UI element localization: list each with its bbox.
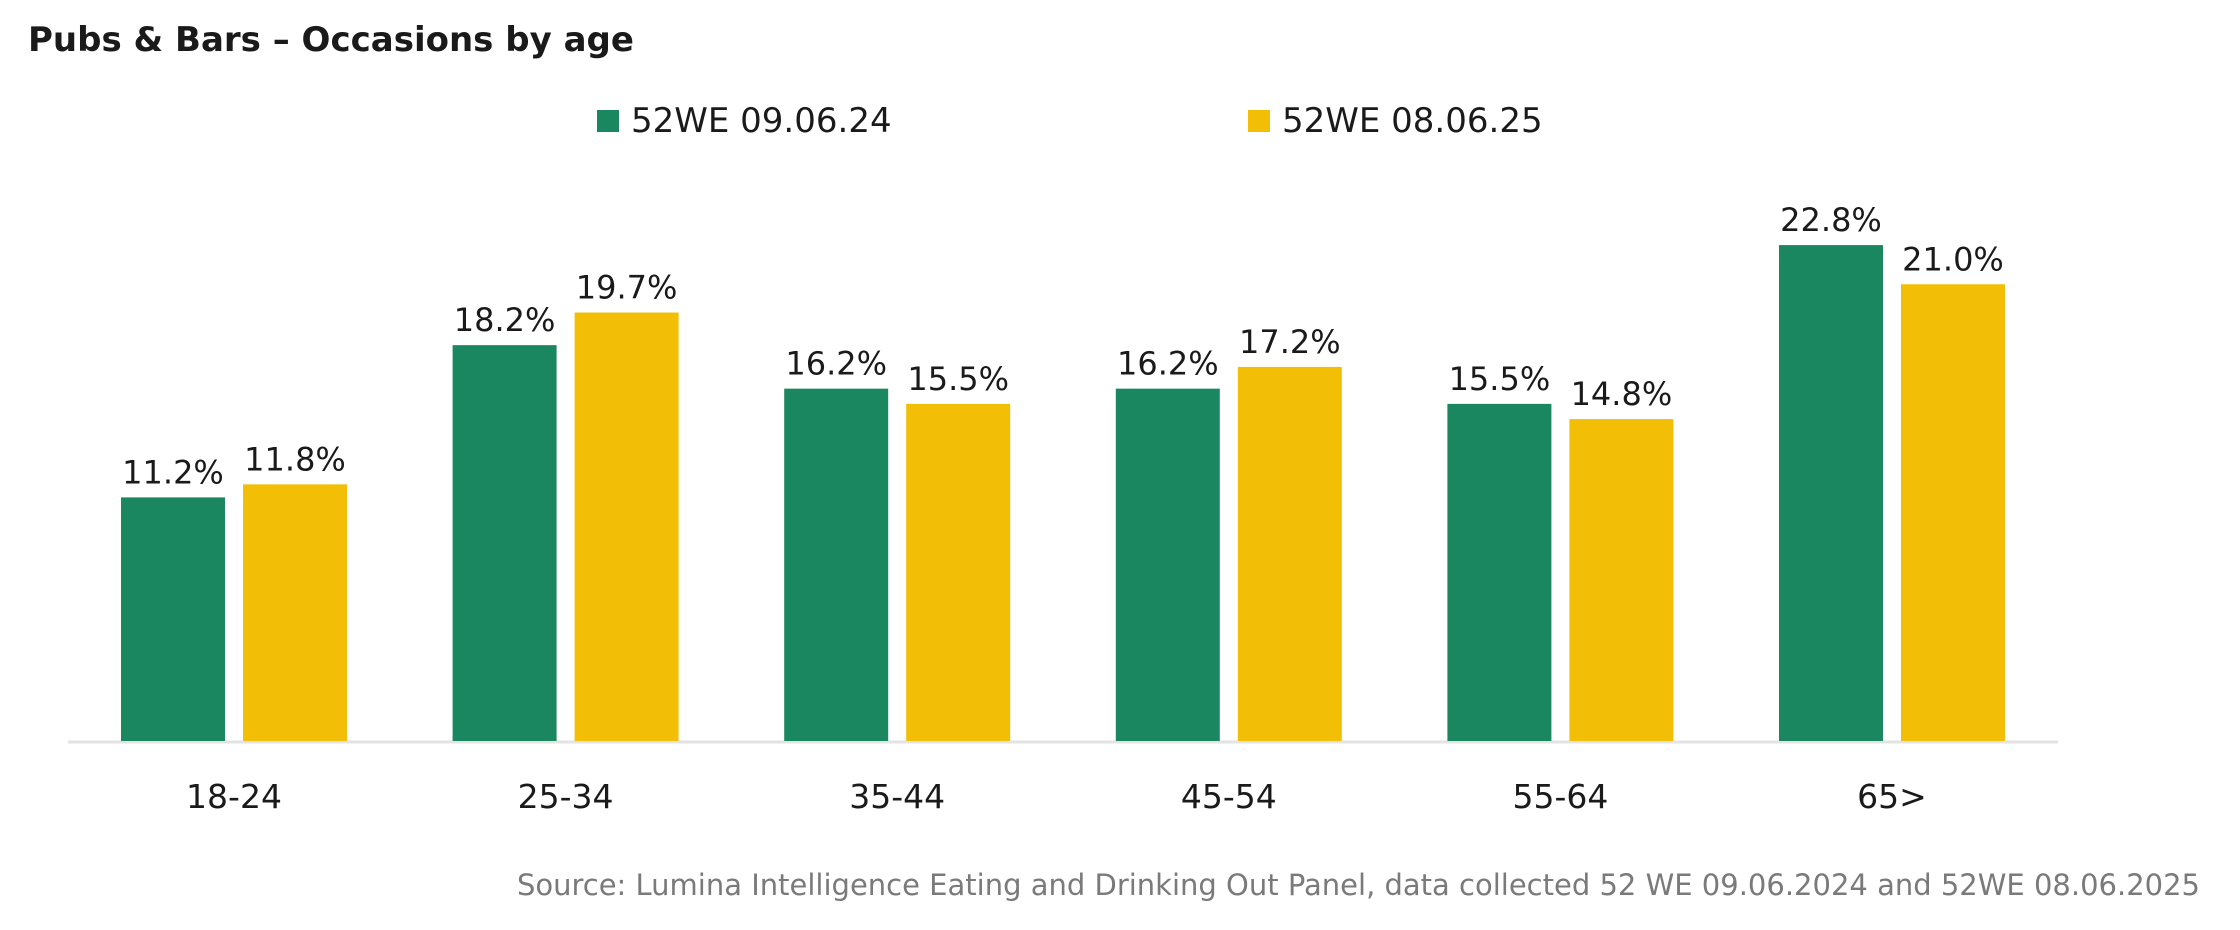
legend-swatch-series-2 (1248, 110, 1270, 132)
bar-series-1-35-44 (784, 388, 889, 741)
bar-series-1-55-64 (1447, 403, 1552, 741)
data-label-series-2-45-54: 17.2% (1239, 323, 1341, 361)
bar-series-2-18-24 (243, 484, 347, 741)
x-tick-label-25-34: 25-34 (518, 777, 614, 816)
legend-item-series-1: 52WE 09.06.24 (597, 96, 892, 146)
legend-item-series-2: 52WE 08.06.25 (1248, 96, 1543, 146)
data-label-series-1-55-64: 15.5% (1449, 360, 1551, 398)
bar-series-2-45-54 (1237, 366, 1342, 741)
legend: 52WE 09.06.24 52WE 08.06.25 (0, 96, 2240, 146)
bar-series-2-55-64 (1569, 419, 1674, 741)
x-tick-label-35-44: 35-44 (849, 777, 945, 816)
data-label-series-2-55-64: 14.8% (1571, 375, 1673, 413)
bar-series-1-65> (1779, 245, 1883, 741)
source-note: Source: Lumina Intelligence Eating and D… (516, 868, 2200, 902)
data-label-series-2-65>: 21.0% (1902, 240, 2004, 278)
data-label-series-2-35-44: 15.5% (907, 360, 1009, 398)
data-label-series-2-25-34: 19.7% (576, 269, 678, 307)
chart-title: Pubs & Bars – Occasions by age (28, 20, 634, 60)
data-label-series-1-45-54: 16.2% (1117, 345, 1219, 383)
data-label-series-1-65>: 22.8% (1780, 201, 1882, 239)
data-label-series-1-18-24: 11.2% (122, 453, 224, 491)
bar-series-1-18-24 (121, 497, 225, 741)
data-label-series-1-35-44: 16.2% (785, 345, 887, 383)
x-tick-label-65>: 65> (1857, 777, 1927, 816)
legend-swatch-series-1 (597, 110, 619, 132)
bar-series-1-45-54 (1115, 388, 1220, 741)
data-label-series-2-18-24: 11.8% (244, 440, 346, 478)
bar-series-1-25-34 (452, 345, 557, 741)
legend-label-series-2: 52WE 08.06.25 (1282, 101, 1543, 141)
x-tick-label-55-64: 55-64 (1512, 777, 1608, 816)
bar-series-2-25-34 (574, 312, 679, 741)
x-tick-label-18-24: 18-24 (186, 777, 282, 816)
x-tick-label-45-54: 45-54 (1181, 777, 1277, 816)
bar-chart: 11.2% 11.8% 18-24 18.2% 19.7% 25-34 16.2% 15.5%… (68, 201, 2058, 816)
legend-label-series-1: 52WE 09.06.24 (631, 101, 892, 141)
data-label-series-1-25-34: 18.2% (454, 301, 556, 339)
bar-series-2-65> (1901, 284, 2005, 741)
bar-series-2-35-44 (906, 403, 1011, 741)
